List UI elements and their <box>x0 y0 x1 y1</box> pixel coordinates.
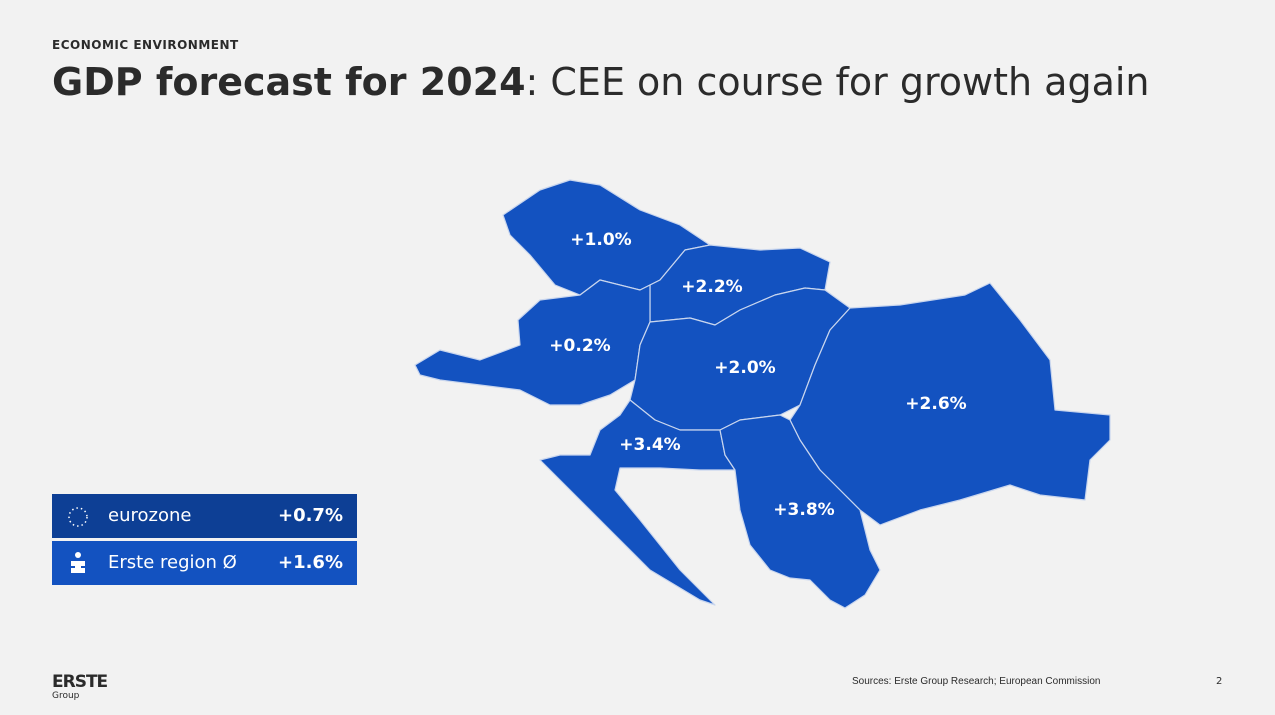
region-label: +2.6% <box>905 394 966 414</box>
croatia <box>539 399 736 606</box>
legend-value: +0.7% <box>277 505 343 526</box>
kicker: ECONOMIC ENVIRONMENT <box>52 38 239 52</box>
region-label: +3.8% <box>773 500 834 520</box>
legend-name: Erste region Ø <box>108 552 237 573</box>
austria <box>414 279 651 406</box>
eurozone-icon <box>68 507 88 527</box>
logo-sub: Group <box>52 691 80 701</box>
serbia <box>719 414 881 609</box>
logo: ERSTE <box>52 672 108 692</box>
legend-item: eurozone +0.7% <box>52 494 357 538</box>
region-label: +2.0% <box>714 358 775 378</box>
region-label: +3.4% <box>619 435 680 455</box>
title-bold: GDP forecast for 2024 <box>52 60 526 104</box>
legend-item: Erste region Ø +1.6% <box>52 541 357 585</box>
region-label: +2.2% <box>681 277 742 297</box>
title: GDP forecast for 2024: CEE on course for… <box>52 60 1150 104</box>
region-label: +1.0% <box>570 230 631 250</box>
title-rest: : CEE on course for growth again <box>525 60 1150 104</box>
erste-icon <box>71 552 85 573</box>
page-number: 2 <box>1216 676 1223 687</box>
region-label: +0.2% <box>549 336 610 356</box>
legend-value: +1.6% <box>277 552 343 573</box>
legend-name: eurozone <box>108 505 192 526</box>
source: Sources: Erste Group Research; European … <box>852 676 1101 687</box>
